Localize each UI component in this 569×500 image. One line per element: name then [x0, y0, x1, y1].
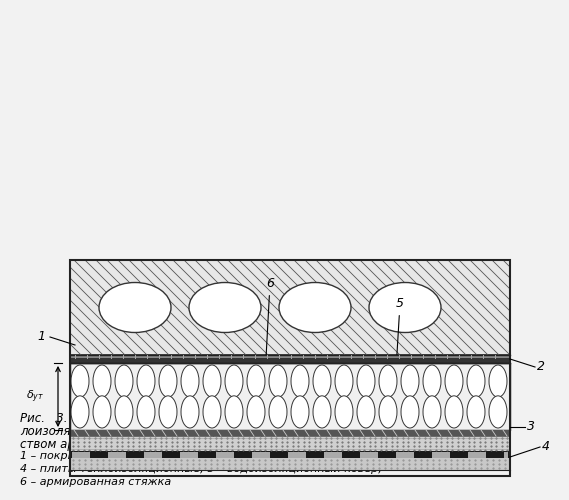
Ellipse shape [269, 365, 287, 397]
Bar [70, 430, 510, 436]
Bar [288, 452, 306, 458]
Ellipse shape [291, 365, 309, 397]
Text: 6 – армированная стяжка: 6 – армированная стяжка [20, 477, 171, 487]
Ellipse shape [71, 365, 89, 397]
Ellipse shape [445, 396, 463, 428]
Ellipse shape [189, 282, 261, 333]
Ellipse shape [335, 365, 353, 397]
Text: Рис.   3. Утепление железобетонного покрытия теп-: Рис. 3. Утепление железобетонного покрыт… [20, 412, 345, 425]
Ellipse shape [225, 396, 243, 428]
Ellipse shape [335, 396, 353, 428]
Bar [360, 452, 378, 458]
Text: 2: 2 [537, 360, 545, 374]
Bar [468, 452, 486, 458]
Ellipse shape [181, 396, 199, 428]
Bar [70, 451, 510, 458]
Text: 6: 6 [260, 277, 274, 467]
Bar [70, 363, 510, 430]
Bar [144, 452, 162, 458]
Ellipse shape [279, 282, 351, 333]
Ellipse shape [99, 282, 171, 333]
Ellipse shape [247, 365, 265, 397]
Bar [70, 458, 510, 470]
Ellipse shape [357, 365, 375, 397]
Ellipse shape [137, 396, 155, 428]
Bar [70, 260, 510, 355]
Ellipse shape [379, 365, 397, 397]
Ellipse shape [159, 365, 177, 397]
Text: 4: 4 [542, 440, 550, 454]
Ellipse shape [313, 365, 331, 397]
Ellipse shape [159, 396, 177, 428]
Ellipse shape [137, 365, 155, 397]
Text: $\delta_{ут}$: $\delta_{ут}$ [26, 388, 44, 404]
Ellipse shape [247, 396, 265, 428]
Bar [180, 452, 198, 458]
Text: 1: 1 [37, 330, 45, 344]
Bar [70, 355, 510, 358]
Ellipse shape [181, 365, 199, 397]
Ellipse shape [115, 396, 133, 428]
Ellipse shape [203, 396, 221, 428]
Text: лоизоляционными плитами в один слой с устрой-: лоизоляционными плитами в один слой с ус… [20, 425, 330, 438]
Text: 3: 3 [527, 420, 535, 434]
Ellipse shape [225, 365, 243, 397]
Ellipse shape [71, 396, 89, 428]
Bar [72, 452, 90, 458]
Bar [504, 452, 508, 458]
Ellipse shape [489, 365, 507, 397]
Bar [70, 436, 510, 451]
Ellipse shape [203, 365, 221, 397]
Ellipse shape [401, 396, 419, 428]
Ellipse shape [269, 396, 287, 428]
Bar [70, 260, 510, 476]
Ellipse shape [467, 365, 485, 397]
Ellipse shape [489, 396, 507, 428]
Ellipse shape [357, 396, 375, 428]
Ellipse shape [93, 396, 111, 428]
Bar [396, 452, 414, 458]
Ellipse shape [115, 365, 133, 397]
Text: 4 – плиты теплоизоляционные; 5 – водоизоляционный ковер;: 4 – плиты теплоизоляционные; 5 – водоизо… [20, 464, 382, 474]
Ellipse shape [445, 365, 463, 397]
Text: 5: 5 [390, 297, 404, 467]
Bar [108, 452, 126, 458]
Ellipse shape [423, 396, 441, 428]
Text: 1 – покрытие; 2 – пароизоляция; 3 – приклейка плит утеплителя;: 1 – покрытие; 2 – пароизоляция; 3 – прик… [20, 451, 405, 461]
Ellipse shape [423, 365, 441, 397]
Ellipse shape [369, 282, 441, 333]
Ellipse shape [313, 396, 331, 428]
Ellipse shape [379, 396, 397, 428]
Bar [216, 452, 234, 458]
Bar [324, 452, 342, 458]
Ellipse shape [401, 365, 419, 397]
Ellipse shape [467, 396, 485, 428]
Text: ством армированной бетонной стяжки:: ством армированной бетонной стяжки: [20, 438, 266, 451]
Bar [252, 452, 270, 458]
Bar [70, 358, 510, 363]
Bar [432, 452, 450, 458]
Ellipse shape [291, 396, 309, 428]
Ellipse shape [93, 365, 111, 397]
